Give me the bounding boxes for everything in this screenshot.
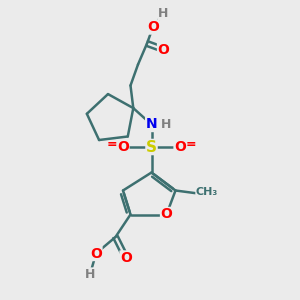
Text: O: O [158,43,169,56]
Text: =: = [186,138,197,151]
Text: H: H [158,7,169,20]
Text: H: H [85,268,95,281]
Text: O: O [117,140,129,154]
Text: O: O [147,20,159,34]
Text: O: O [160,208,172,221]
Text: S: S [146,140,157,154]
Text: O: O [120,251,132,265]
Text: N: N [146,118,157,131]
Text: O: O [90,247,102,260]
Text: =: = [106,138,117,151]
Text: H: H [161,118,171,131]
Text: CH₃: CH₃ [196,187,218,197]
Text: O: O [174,140,186,154]
